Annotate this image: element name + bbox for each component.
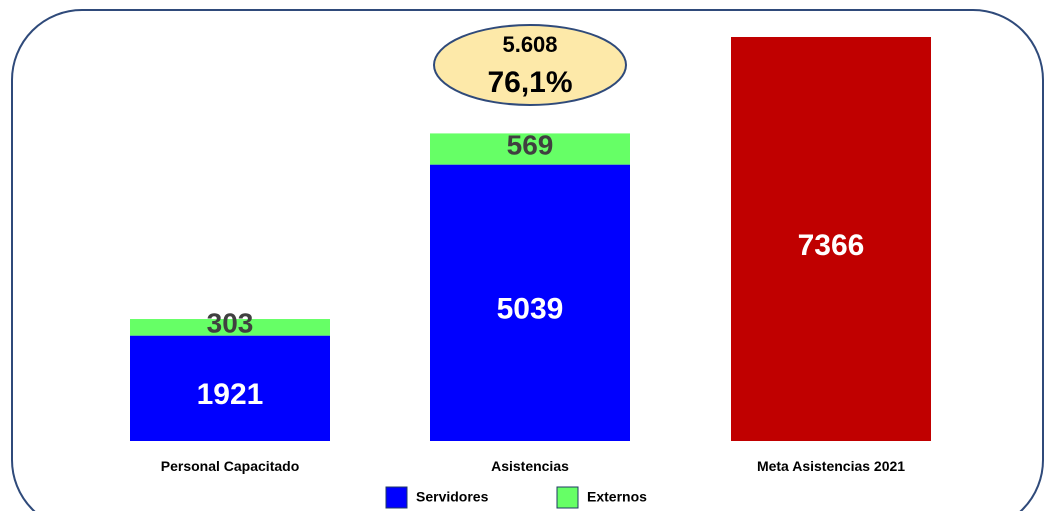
data-label: 5039 <box>497 293 564 326</box>
bar-segment <box>731 37 931 441</box>
bar-segment <box>430 164 630 441</box>
data-label: 569 <box>507 129 554 160</box>
annotation-text: 76,1% <box>487 66 572 99</box>
legend-label: Externos <box>587 489 647 505</box>
bar-segment <box>130 335 330 441</box>
data-label: 7366 <box>798 229 865 262</box>
data-label: 1921 <box>197 378 264 411</box>
frame <box>11 9 1044 511</box>
annotation-bubble <box>433 24 627 106</box>
annotation-text: 5.608 <box>502 32 557 57</box>
x-tick-label: Meta Asistencias 2021 <box>756 458 906 474</box>
x-tick-label: Asistencias <box>491 458 569 474</box>
legend-swatch <box>556 486 579 509</box>
legend-swatch <box>385 486 408 509</box>
legend-label: Servidores <box>416 489 489 505</box>
bar-segment <box>130 319 330 336</box>
x-tick-label: Personal Capacitado <box>160 458 300 474</box>
bar-segment <box>430 133 630 165</box>
data-label: 303 <box>207 308 254 339</box>
